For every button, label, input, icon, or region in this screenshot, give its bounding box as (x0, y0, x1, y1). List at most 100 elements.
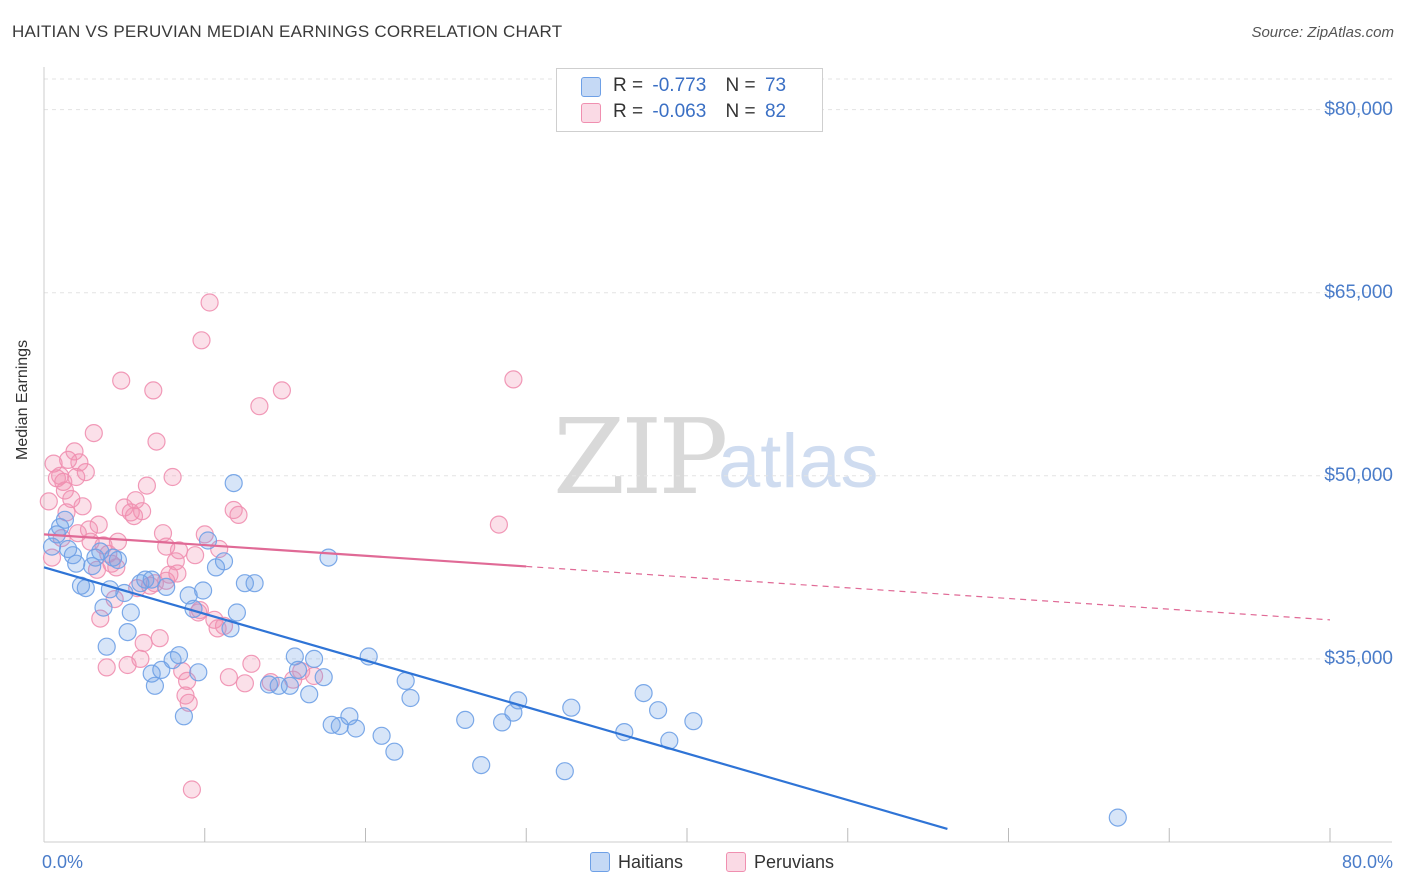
y-tick-label: $50,000 (1324, 464, 1393, 486)
n-value: 73 (764, 75, 787, 96)
peruvian-point (133, 502, 152, 521)
peruvian-point (108, 532, 128, 551)
peruvians-trend-line-extension (526, 565, 1331, 621)
haitian-point (58, 539, 78, 559)
peruvian-point (186, 546, 205, 565)
haitian-point (288, 660, 308, 680)
haitian-point (136, 570, 155, 589)
haitian-point (314, 668, 333, 687)
haitian-point (509, 691, 528, 710)
haitian-point (280, 676, 299, 695)
legend-haitians-label: Haitians (618, 852, 684, 872)
haitians-swatch (590, 852, 610, 872)
peruvian-point (168, 564, 187, 583)
haitian-point (562, 698, 581, 717)
haitian-point (305, 649, 324, 669)
legend-peruvians: Peruvians (726, 852, 834, 873)
n-value: 82 (764, 101, 787, 122)
haitian-point (235, 574, 254, 593)
x-tick-label-max: 80.0% (1341, 852, 1393, 872)
haitian-point (97, 637, 116, 656)
grid-lines (44, 78, 1392, 660)
y-tick-label: $35,000 (1324, 647, 1393, 669)
haitian-point (131, 574, 150, 593)
haitian-point (472, 755, 491, 775)
haitian-point (103, 548, 123, 567)
peruvian-point (163, 467, 182, 487)
peruvian-point (134, 633, 153, 653)
haitian-point (55, 510, 75, 529)
haitians-swatch (581, 77, 601, 97)
haitian-point (194, 581, 213, 600)
haitian-point (245, 574, 264, 593)
y-tick-label: $65,000 (1324, 281, 1393, 303)
haitian-point (300, 685, 319, 704)
haitian-point (169, 646, 189, 665)
r-label: R = (613, 101, 644, 122)
peruvian-point (229, 505, 248, 525)
haitian-point (157, 577, 176, 597)
peruvians-points (39, 293, 523, 799)
peruvian-point (131, 649, 150, 669)
haitian-point (108, 550, 128, 570)
peruvian-point (97, 658, 116, 677)
haitian-point (224, 474, 243, 493)
haitian-point (319, 548, 338, 567)
peruvian-point (504, 370, 523, 389)
peruvian-point (137, 476, 156, 495)
haitian-point (86, 548, 105, 567)
y-axis-label: Median Earnings (14, 339, 31, 460)
peruvian-point (89, 515, 108, 534)
haitian-point (259, 675, 279, 694)
haitian-point (401, 688, 420, 708)
chart-title: HAITIAN VS PERUVIAN MEDIAN EARNINGS CORR… (12, 22, 563, 41)
axes (43, 67, 1392, 843)
x-tick-label-min: 0.0% (42, 852, 84, 872)
haitian-point (227, 603, 246, 622)
peruvians-trend-line (43, 533, 527, 568)
trend-lines (43, 533, 1331, 830)
r-value: -0.773 (652, 75, 707, 96)
haitian-point (634, 683, 653, 703)
haitian-point (385, 742, 404, 761)
haitian-point (174, 707, 193, 726)
peruvian-point (126, 491, 145, 510)
haitian-point (118, 622, 137, 642)
legend-haitians: Haitians (590, 852, 683, 873)
peruvian-point (272, 381, 291, 400)
haitian-point (372, 726, 391, 745)
peruvian-point (147, 432, 166, 451)
peruvian-point (73, 497, 92, 516)
peruvian-point (200, 293, 219, 312)
haitian-point (214, 552, 234, 571)
haitian-point (94, 598, 113, 617)
peruvian-point (235, 674, 254, 693)
peruvian-point (208, 619, 227, 638)
haitian-point (648, 701, 668, 720)
watermark-atlas: atlas (718, 419, 879, 504)
legend-peruvians-label: Peruvians (754, 852, 835, 872)
peruvian-point (65, 442, 84, 461)
peruvian-point (39, 492, 58, 511)
haitian-point (189, 663, 208, 682)
peruvian-point (67, 467, 86, 487)
haitian-point (684, 712, 703, 731)
haitian-point (346, 719, 365, 738)
peruvian-point (192, 331, 211, 350)
haitian-point (67, 554, 86, 573)
haitian-point (285, 647, 304, 666)
haitian-point (121, 603, 140, 622)
haitian-point (145, 676, 164, 695)
peruvian-point (182, 780, 201, 799)
peruvian-point (76, 463, 95, 482)
haitian-point (1108, 808, 1127, 827)
source-credit: Source: ZipAtlas.com (1251, 24, 1394, 41)
peruvian-point (91, 609, 110, 628)
haitian-point (396, 671, 415, 691)
peruvian-point (179, 693, 198, 712)
n-label: N = (725, 75, 756, 96)
haitian-point (456, 710, 475, 730)
peruvian-point (107, 558, 126, 577)
peruvian-point (112, 371, 131, 390)
